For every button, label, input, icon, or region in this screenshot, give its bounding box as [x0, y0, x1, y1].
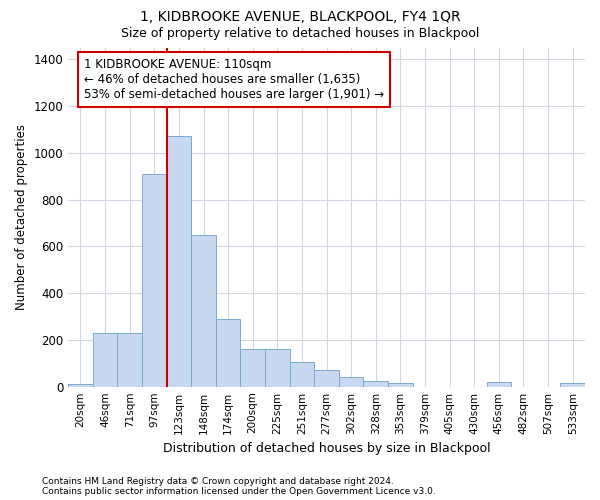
Bar — [339, 378, 364, 386]
Y-axis label: Number of detached properties: Number of detached properties — [15, 124, 28, 310]
Bar — [167, 136, 191, 386]
X-axis label: Distribution of detached houses by size in Blackpool: Distribution of detached houses by size … — [163, 442, 490, 455]
Bar — [142, 174, 167, 386]
Bar — [118, 334, 142, 386]
Bar — [68, 384, 93, 386]
Text: 1, KIDBROOKE AVENUE, BLACKPOOL, FY4 1QR: 1, KIDBROOKE AVENUE, BLACKPOOL, FY4 1QR — [140, 10, 460, 24]
Text: Contains HM Land Registry data © Crown copyright and database right 2024.: Contains HM Land Registry data © Crown c… — [42, 477, 394, 486]
Bar — [191, 234, 216, 386]
Text: Size of property relative to detached houses in Blackpool: Size of property relative to detached ho… — [121, 28, 479, 40]
Text: 1 KIDBROOKE AVENUE: 110sqm
← 46% of detached houses are smaller (1,635)
53% of s: 1 KIDBROOKE AVENUE: 110sqm ← 46% of deta… — [83, 58, 384, 100]
Bar — [216, 319, 241, 386]
Text: Contains public sector information licensed under the Open Government Licence v3: Contains public sector information licen… — [42, 487, 436, 496]
Bar — [364, 381, 388, 386]
Bar — [241, 350, 265, 387]
Bar — [265, 350, 290, 387]
Bar — [93, 334, 118, 386]
Bar — [314, 370, 339, 386]
Bar — [388, 383, 413, 386]
Bar — [487, 382, 511, 386]
Bar — [560, 383, 585, 386]
Bar — [290, 362, 314, 386]
